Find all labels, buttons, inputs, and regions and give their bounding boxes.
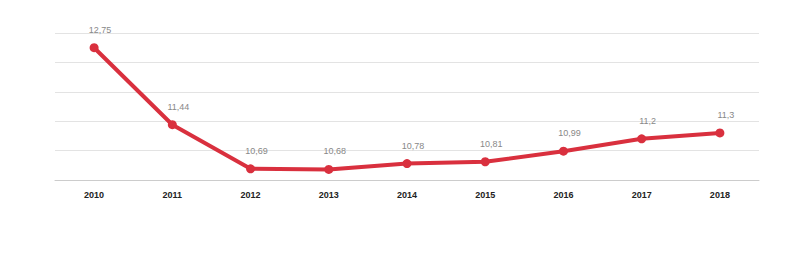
svg-text:2014: 2014 [397,190,417,200]
svg-text:2018: 2018 [710,190,730,200]
svg-text:12,75: 12,75 [89,25,112,35]
svg-text:10,68: 10,68 [324,146,347,156]
svg-text:2011: 2011 [163,190,183,200]
svg-text:2017: 2017 [632,190,652,200]
svg-text:2012: 2012 [241,190,261,200]
svg-text:11,44: 11,44 [167,102,189,112]
svg-text:10,69: 10,69 [245,146,268,156]
svg-text:2015: 2015 [475,190,495,200]
svg-text:2013: 2013 [319,190,339,200]
svg-text:10,81: 10,81 [480,139,503,149]
svg-text:10,78: 10,78 [402,141,425,151]
svg-text:11,2: 11,2 [639,116,656,126]
svg-text:2016: 2016 [553,190,573,200]
svg-text:10,99: 10,99 [558,128,581,138]
svg-text:11,3: 11,3 [717,110,734,120]
svg-text:2010: 2010 [84,190,104,200]
